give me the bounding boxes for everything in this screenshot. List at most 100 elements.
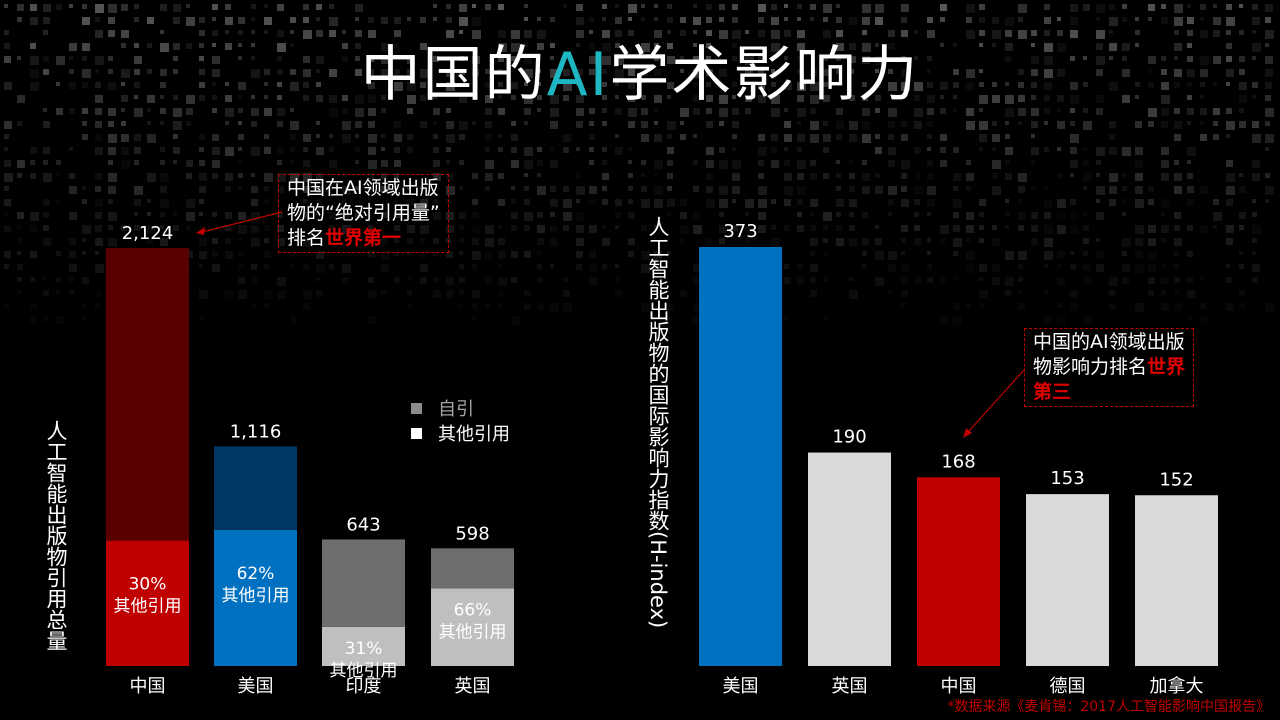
bg-pixel [784, 121, 791, 128]
bg-pixel [95, 56, 104, 65]
bg-pixel [849, 290, 858, 299]
bg-pixel [810, 69, 817, 76]
bg-pixel [615, 147, 623, 155]
bg-pixel [381, 95, 386, 100]
bg-pixel [1070, 82, 1078, 90]
bg-pixel [1265, 82, 1272, 89]
bg-pixel [693, 4, 697, 8]
bg-pixel [1005, 82, 1009, 86]
x-tick-label: 印度 [346, 676, 382, 697]
bg-pixel [576, 225, 584, 233]
bg-pixel [654, 30, 662, 38]
bg-pixel [888, 108, 897, 117]
bg-pixel [537, 238, 544, 245]
bg-pixel [277, 108, 285, 116]
bg-pixel [823, 30, 831, 38]
bg-pixel [446, 225, 454, 233]
bg-pixel [1044, 264, 1048, 268]
bg-pixel [355, 212, 361, 218]
bg-pixel [1239, 56, 1245, 62]
bg-pixel [186, 43, 192, 49]
bg-pixel [719, 147, 725, 153]
bg-pixel [446, 277, 454, 285]
bg-pixel [953, 82, 959, 88]
bg-pixel [225, 108, 234, 117]
bg-pixel [680, 17, 686, 23]
bg-pixel [498, 108, 505, 115]
bg-pixel [17, 56, 21, 60]
bar-share-label: 31% [345, 639, 383, 659]
bg-pixel [251, 108, 259, 116]
bg-pixel [316, 251, 324, 259]
bar-h-index [808, 452, 891, 666]
legend-label-other: 其他引用 [438, 424, 510, 445]
bg-pixel [251, 264, 257, 270]
bg-pixel [225, 251, 233, 259]
bg-pixel [797, 173, 804, 180]
bg-pixel [368, 277, 374, 283]
bg-pixel [199, 199, 204, 204]
bg-pixel [641, 4, 645, 8]
bg-pixel [225, 147, 234, 156]
bg-pixel [95, 212, 102, 219]
bg-pixel [537, 17, 541, 21]
bar-other-citation [322, 626, 405, 666]
bg-pixel [69, 173, 75, 179]
bg-pixel [407, 56, 415, 64]
bg-pixel [953, 95, 957, 99]
bg-pixel [758, 56, 762, 60]
bg-pixel [95, 82, 101, 88]
bg-pixel [576, 43, 580, 47]
bg-pixel [901, 17, 907, 23]
bg-pixel [1005, 277, 1014, 286]
bg-pixel [784, 134, 792, 142]
bg-pixel [849, 238, 857, 246]
bg-pixel [771, 160, 779, 168]
bg-pixel [693, 264, 701, 272]
bg-pixel [69, 251, 76, 258]
bg-pixel [498, 238, 505, 245]
bg-pixel [810, 17, 814, 21]
bg-pixel [771, 108, 780, 117]
bg-pixel [1018, 82, 1024, 88]
bg-pixel [849, 17, 857, 25]
bg-pixel [1213, 212, 1222, 221]
bg-pixel [1187, 147, 1196, 156]
bg-pixel [1018, 95, 1025, 102]
bg-pixel [433, 147, 439, 153]
bg-pixel [121, 108, 125, 112]
bg-pixel [1083, 251, 1088, 256]
bg-pixel [667, 147, 674, 154]
bg-pixel [914, 56, 918, 60]
bg-pixel [641, 108, 648, 115]
bg-pixel [1161, 82, 1169, 90]
bg-pixel [433, 95, 437, 99]
bg-pixel [329, 212, 336, 219]
bg-pixel [1200, 108, 1207, 115]
bg-pixel [602, 43, 611, 52]
bg-pixel [17, 173, 22, 178]
bg-pixel [602, 82, 607, 87]
bg-pixel [446, 212, 454, 220]
bg-pixel [1005, 17, 1014, 26]
bg-pixel [1148, 4, 1155, 11]
bg-pixel [706, 121, 713, 128]
bg-pixel [550, 95, 559, 104]
bg-pixel [797, 108, 806, 117]
bg-pixel [290, 225, 295, 230]
bar-self-citation [322, 539, 405, 627]
bg-pixel [498, 30, 506, 38]
bg-pixel [862, 108, 870, 116]
bg-pixel [1070, 264, 1076, 270]
bg-pixel [238, 186, 242, 190]
bg-pixel [719, 121, 724, 126]
bg-pixel [1096, 43, 1103, 50]
bg-pixel [1005, 56, 1011, 62]
bg-pixel [160, 121, 164, 125]
bg-pixel [173, 108, 182, 117]
bg-pixel [667, 134, 672, 139]
bg-pixel [810, 95, 819, 104]
bg-pixel [641, 186, 647, 192]
bg-pixel [1252, 134, 1261, 143]
bg-pixel [342, 121, 351, 130]
